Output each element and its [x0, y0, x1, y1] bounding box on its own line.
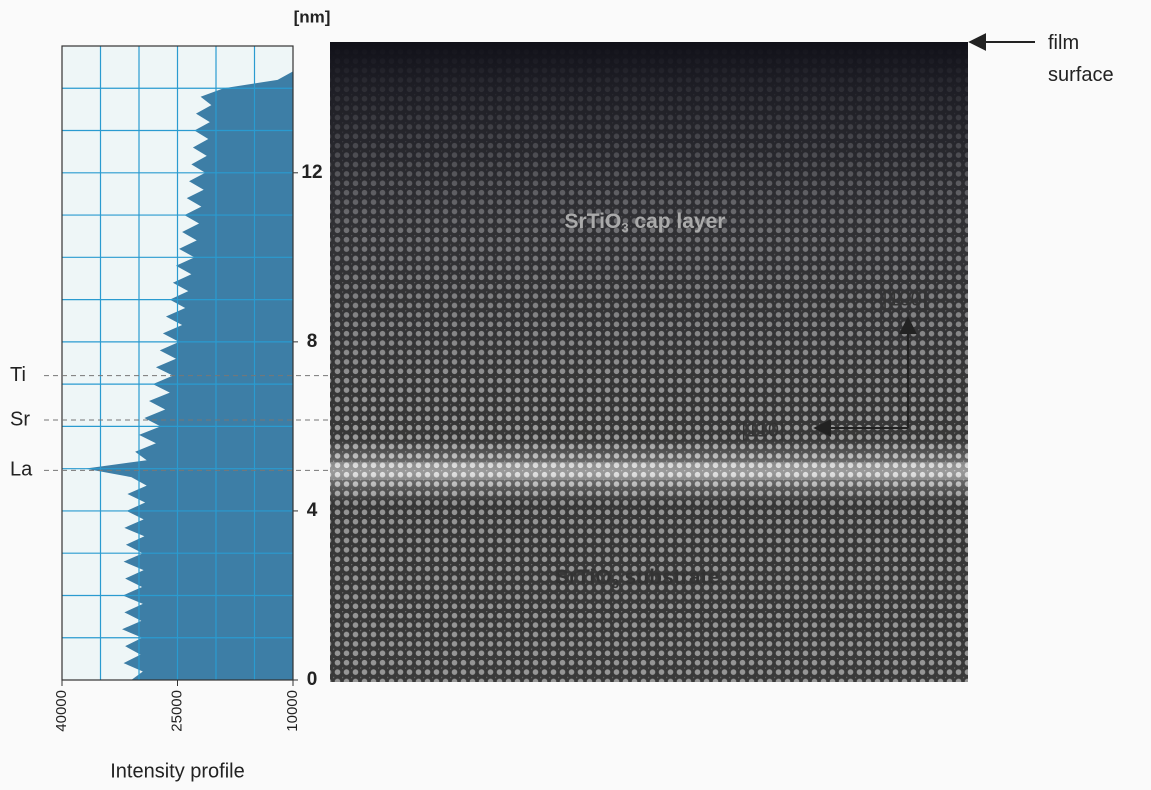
y-tick-label: 8 — [307, 331, 318, 352]
direction-label: [100] — [883, 288, 927, 310]
x-tick-label: 40000 — [53, 690, 70, 732]
substrate-label: SrTiO3 substrate — [555, 566, 719, 592]
label-part: SrTiO — [555, 566, 612, 589]
y-tick-label: 12 — [301, 162, 322, 183]
x-tick-label: 25000 — [168, 690, 185, 732]
annotation-label: Ti — [10, 364, 26, 386]
label-part: 3 — [612, 576, 619, 591]
stem-image — [330, 42, 968, 682]
y-tick-label: 4 — [307, 500, 318, 521]
label-line: film — [1048, 32, 1079, 54]
cap-layer-label: SrTiO3 cap layer — [565, 210, 726, 236]
film-surface-label: film surface — [1048, 32, 1114, 86]
annotation-label: La — [10, 459, 33, 481]
label-part: substrate — [619, 566, 719, 589]
direction-label: [110] — [742, 419, 785, 441]
label-part: cap layer — [629, 210, 726, 233]
y-axis-label: [nm] — [294, 7, 331, 26]
label-part: SrTiO — [565, 210, 622, 233]
y-tick-label: 0 — [307, 669, 318, 690]
intensity-plot: 40000 25000 10000 Intensity profile 0 4 8 12 [nm… — [10, 7, 330, 782]
la-bright-band — [330, 462, 968, 480]
label-part: 3 — [621, 220, 628, 235]
image-shading — [330, 42, 968, 682]
x-tick-label: 10000 — [284, 690, 301, 732]
annotation-label: Sr — [10, 408, 30, 430]
x-axis-label: Intensity profile — [110, 760, 245, 782]
label-line: surface — [1048, 64, 1114, 86]
